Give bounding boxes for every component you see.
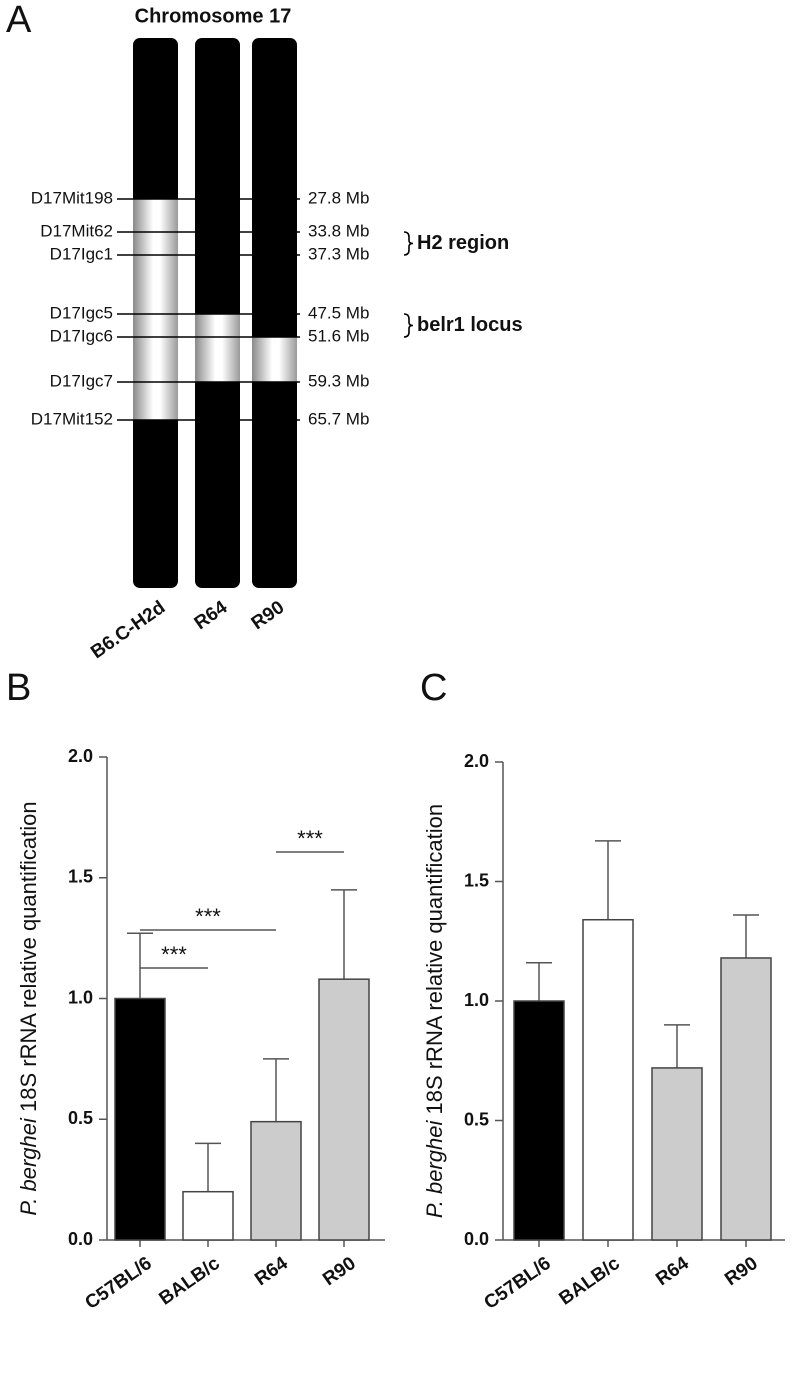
marker-name: D17Mit198 xyxy=(31,188,113,207)
strain-label: R64 xyxy=(191,597,232,634)
marker-name: D17Mit62 xyxy=(40,221,113,240)
bar xyxy=(114,997,166,1241)
marker-position: 59.3 Mb xyxy=(308,371,369,390)
y-tick-label: 0.0 xyxy=(68,1229,93,1249)
y-tick-label: 0.5 xyxy=(68,1108,93,1128)
introgressed-segment xyxy=(133,199,178,420)
significance-label: *** xyxy=(297,826,323,851)
marker-name: D17Igc7 xyxy=(50,371,113,390)
y-axis-label-text: 18S rRNA relative quantification xyxy=(16,801,41,1112)
y-tick-label: 1.5 xyxy=(68,867,93,887)
bar xyxy=(318,978,370,1241)
brace xyxy=(403,313,414,338)
x-tick-label: R90 xyxy=(319,1253,360,1290)
strain-label: B6.C-H2d xyxy=(87,597,169,663)
marker-name: D17Mit152 xyxy=(31,409,113,428)
x-tick-label: R64 xyxy=(251,1253,292,1290)
brace xyxy=(403,231,414,256)
y-tick-label: 0.0 xyxy=(464,1229,489,1249)
y-tick-label: 2.0 xyxy=(68,746,93,766)
marker-position: 37.3 Mb xyxy=(308,244,369,263)
bar xyxy=(582,918,634,1241)
x-tick-label: R90 xyxy=(721,1253,762,1290)
bar xyxy=(250,1120,302,1241)
bar xyxy=(651,1067,703,1241)
chromosome xyxy=(252,38,297,588)
y-tick-label: 0.5 xyxy=(464,1109,489,1129)
bar xyxy=(513,1000,565,1241)
introgressed-segment xyxy=(195,314,240,382)
y-tick-label: 1.5 xyxy=(464,870,489,890)
x-tick-label: R64 xyxy=(652,1253,693,1290)
x-tick-label: C57BL/6 xyxy=(480,1253,554,1314)
strain-label: R90 xyxy=(248,597,289,634)
bar xyxy=(182,1190,234,1241)
y-axis-label-species: P. berghei xyxy=(16,1117,41,1216)
y-axis-label: P. berghei 18S rRNA relative quantificat… xyxy=(16,801,41,1215)
chromosome xyxy=(195,38,240,588)
y-axis-label-text: 18S rRNA relative quantification xyxy=(422,804,447,1115)
marker-position: 27.8 Mb xyxy=(308,188,369,207)
panel-label: A xyxy=(6,0,32,41)
marker-position: 33.8 Mb xyxy=(308,221,369,240)
panel-label: B xyxy=(6,667,31,709)
bar xyxy=(720,957,772,1241)
y-tick-label: 1.0 xyxy=(68,987,93,1007)
y-axis-label-species: P. berghei xyxy=(422,1120,447,1219)
panel-label: C xyxy=(420,667,447,709)
marker-name: D17Igc6 xyxy=(50,326,113,345)
region-label: H2 region xyxy=(417,232,509,254)
marker-position: 47.5 Mb xyxy=(308,303,369,322)
region-label: belr1 locus xyxy=(417,314,523,336)
marker-name: D17Igc5 xyxy=(50,303,113,322)
x-tick-label: C57BL/6 xyxy=(81,1253,155,1314)
significance-label: *** xyxy=(161,942,187,967)
marker-position: 65.7 Mb xyxy=(308,409,369,428)
y-axis-label: P. berghei 18S rRNA relative quantificat… xyxy=(422,804,447,1218)
x-tick-label: BALB/c xyxy=(555,1253,624,1310)
x-tick-label: BALB/c xyxy=(155,1253,224,1310)
diagram-title: Chromosome 17 xyxy=(135,5,292,27)
y-tick-label: 1.0 xyxy=(464,990,489,1010)
y-tick-label: 2.0 xyxy=(464,751,489,771)
marker-name: D17Igc1 xyxy=(50,244,113,263)
significance-label: *** xyxy=(195,904,221,929)
introgressed-segment xyxy=(252,337,297,382)
marker-position: 51.6 Mb xyxy=(308,326,369,345)
